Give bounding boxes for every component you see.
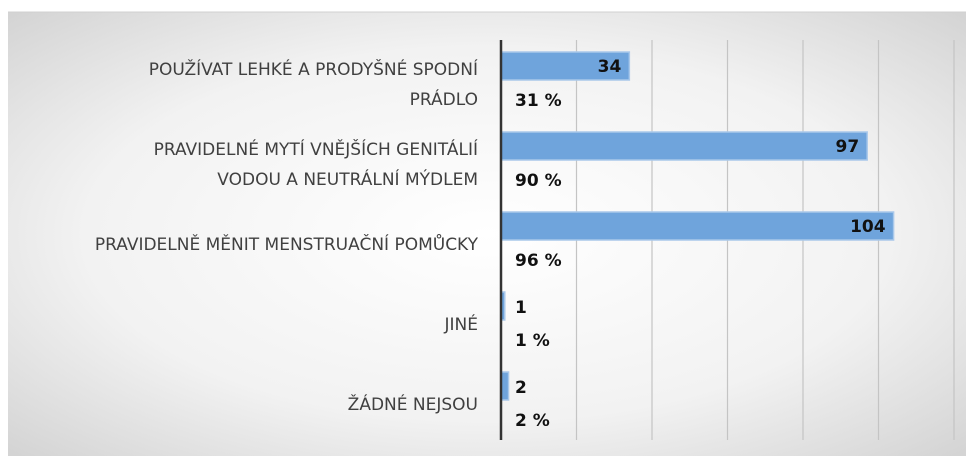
percent-label: 1 % — [515, 331, 550, 351]
category-label: PRAVIDELNÉ MYTÍ VNĚJŠÍCH GENITÁLIÍ VODOU… — [153, 140, 478, 190]
category-label: ŽÁDNÉ NEJSOU — [347, 395, 478, 415]
category-label: JINÉ — [444, 315, 479, 335]
category-label: POUŽÍVAT LEHKÉ A PRODYŠNÉ SPODNÍ PRÁDLO — [148, 60, 478, 110]
percent-label: 31 % — [515, 91, 562, 111]
percent-label: 90 % — [515, 171, 562, 191]
percent-label: 96 % — [515, 251, 562, 271]
bar — [500, 131, 868, 161]
category-label: PRAVIDELNĚ MĚNIT MENSTRUAČNÍ POMŮCKY — [94, 235, 478, 255]
value-label: 97 — [836, 137, 860, 157]
bar — [500, 211, 895, 241]
value-label: 2 — [515, 378, 527, 398]
value-label: 1 — [515, 298, 527, 318]
value-label: 34 — [598, 57, 622, 77]
bar — [500, 51, 631, 81]
value-label: 104 — [850, 217, 886, 237]
percent-label: 2 % — [515, 411, 550, 431]
